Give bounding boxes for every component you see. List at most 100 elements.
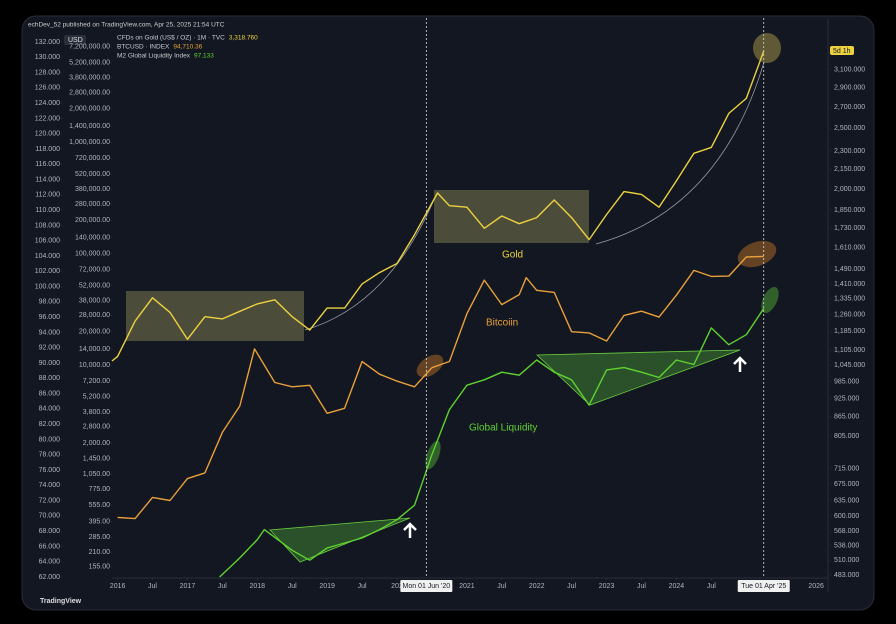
y-tick-label: 92.000	[39, 345, 61, 352]
y-tick-label: 66.000	[39, 543, 61, 550]
series-line	[117, 255, 764, 520]
crosshair-label: Mon 01 Jun '20	[403, 583, 451, 590]
highlight	[753, 33, 781, 63]
x-tick-label: Jul	[707, 583, 716, 590]
legend-name: M2 Global Liquidity Index	[117, 53, 191, 60]
y-tick-label: 1,730.000	[834, 225, 865, 232]
y-tick-label: 120.000	[35, 131, 60, 138]
y-tick-label: 3,800.00	[83, 409, 110, 416]
crosshair-label: Tue 01 Apr '25	[741, 583, 786, 590]
x-tick-label: 202	[391, 583, 403, 590]
y-tick-label: 2,500.000	[834, 125, 865, 132]
x-tick-label: Jul	[497, 583, 506, 590]
highlight	[416, 354, 444, 378]
y-tick-label: 10,000.00	[79, 362, 110, 369]
y-tick-label: 985.000	[834, 378, 859, 385]
y-tick-label: 2,000.000	[834, 186, 865, 193]
y-tick-label: 7,200.00	[83, 378, 110, 385]
y-tick-label: 2,800,000.00	[69, 89, 110, 96]
y-tick-label: 2,300.000	[834, 148, 865, 155]
y-tick-label: 2,000.00	[83, 440, 110, 447]
x-tick-label: 2026	[808, 583, 824, 590]
y-tick-label: 280,000.00	[75, 201, 110, 208]
x-tick-label: 2021	[459, 583, 475, 590]
y-tick-label: 116.000	[35, 161, 60, 168]
y-tick-label: 510.000	[834, 557, 859, 564]
y-tick-label: 1,105.000	[834, 347, 865, 354]
x-tick-label: 2018	[250, 583, 266, 590]
legend-value: 97.133	[194, 53, 214, 60]
y-tick-label: 126.000	[35, 85, 60, 92]
x-tick-label: 2023	[599, 583, 615, 590]
y-tick-label: 78.000	[39, 452, 61, 459]
y-tick-label: 90.000	[39, 360, 61, 367]
y-tick-label: 132.000	[35, 39, 60, 46]
y-tick-label: 483.000	[834, 572, 859, 579]
price-badge-bg	[830, 46, 854, 55]
crosshair-label-bg	[400, 580, 453, 592]
y-tick-label: 68.000	[39, 528, 61, 535]
price-badge: 5d 1h	[833, 48, 851, 55]
y-tick-label: 112.000	[35, 192, 60, 199]
y-tick-label: 80.000	[39, 436, 61, 443]
y-tick-label: 70.000	[39, 513, 61, 520]
y-tick-label: 720,000.00	[75, 155, 110, 162]
y-tick-label: 104.000	[35, 253, 60, 260]
series-line	[219, 308, 765, 578]
y-tick-label: 94.000	[39, 329, 61, 336]
y-tick-label: 2,800.00	[83, 424, 110, 431]
y-tick-label: 635.000	[834, 498, 859, 505]
x-tick-label: 2016	[110, 583, 126, 590]
footer: TradingView	[40, 598, 82, 605]
y-tick-label: 124.000	[35, 100, 60, 107]
y-tick-label: 538.000	[834, 543, 859, 550]
y-tick-label: 555.00	[89, 502, 111, 509]
y-tick-label: 72,000.00	[79, 267, 110, 274]
x-tick-label: Jul	[637, 583, 646, 590]
y-tick-label: 5,200.00	[83, 394, 110, 401]
y-tick-label: 100,000.00	[75, 251, 110, 258]
y-tick-label: 118.000	[35, 146, 60, 153]
chart-panel	[21, 15, 875, 611]
y-tick-label: 210.00	[89, 549, 111, 556]
x-tick-label: Jul	[358, 583, 367, 590]
y-tick-label: 925.000	[834, 395, 859, 402]
y-tick-label: 600.000	[834, 513, 859, 520]
y-tick-label: 62.000	[39, 574, 61, 581]
curve	[595, 61, 765, 245]
y-tick-label: 715.000	[834, 465, 859, 472]
y-tick-label: 1,400,000.00	[69, 123, 110, 130]
highlight	[761, 286, 779, 314]
y-tick-label: 1,335.000	[834, 296, 865, 303]
y-tick-label: 84.000	[39, 406, 61, 413]
curve	[304, 194, 437, 331]
y-tick-label: 2,700.000	[834, 104, 865, 111]
y-tick-label: 1,045.000	[834, 362, 865, 369]
y-tick-label: 3,100.000	[834, 67, 865, 74]
y-tick-label: 108.000	[35, 222, 60, 229]
y-tick-label: 106.000	[35, 238, 60, 245]
y-tick-label: 28,000.00	[79, 312, 110, 319]
x-tick-label: 2024	[669, 583, 685, 590]
y-tick-label: 1,490.000	[834, 266, 865, 273]
y-tick-label: 122.000	[35, 115, 60, 122]
legend-name: CFDs on Gold (US$ / OZ) · 1M · TVC	[117, 35, 225, 42]
y-tick-label: 130.000	[35, 54, 60, 61]
y-tick-label: 1,050.00	[83, 471, 110, 478]
annotation: Bitcoiin	[486, 318, 518, 329]
y-tick-label: 568.000	[834, 528, 859, 535]
y-tick-label: 1,410.000	[834, 281, 865, 288]
y-tick-label: 72.000	[39, 497, 61, 504]
y-tick-label: 38,000.00	[79, 297, 110, 304]
y-tick-label: 775.00	[89, 486, 111, 493]
y-tick-label: 5,200,000.00	[69, 59, 110, 66]
y-tick-label: 52,000.00	[79, 282, 110, 289]
x-tick-label: 2017	[180, 583, 196, 590]
x-tick-label: Jul	[288, 583, 297, 590]
y-tick-label: 96.000	[39, 314, 61, 321]
legend-name: BTCUSD · INDEX	[117, 44, 170, 51]
y-tick-label: 7,200,000.00	[69, 44, 110, 51]
y-tick-label: 110.000	[35, 207, 60, 214]
y-tick-label: 114.000	[35, 176, 60, 183]
